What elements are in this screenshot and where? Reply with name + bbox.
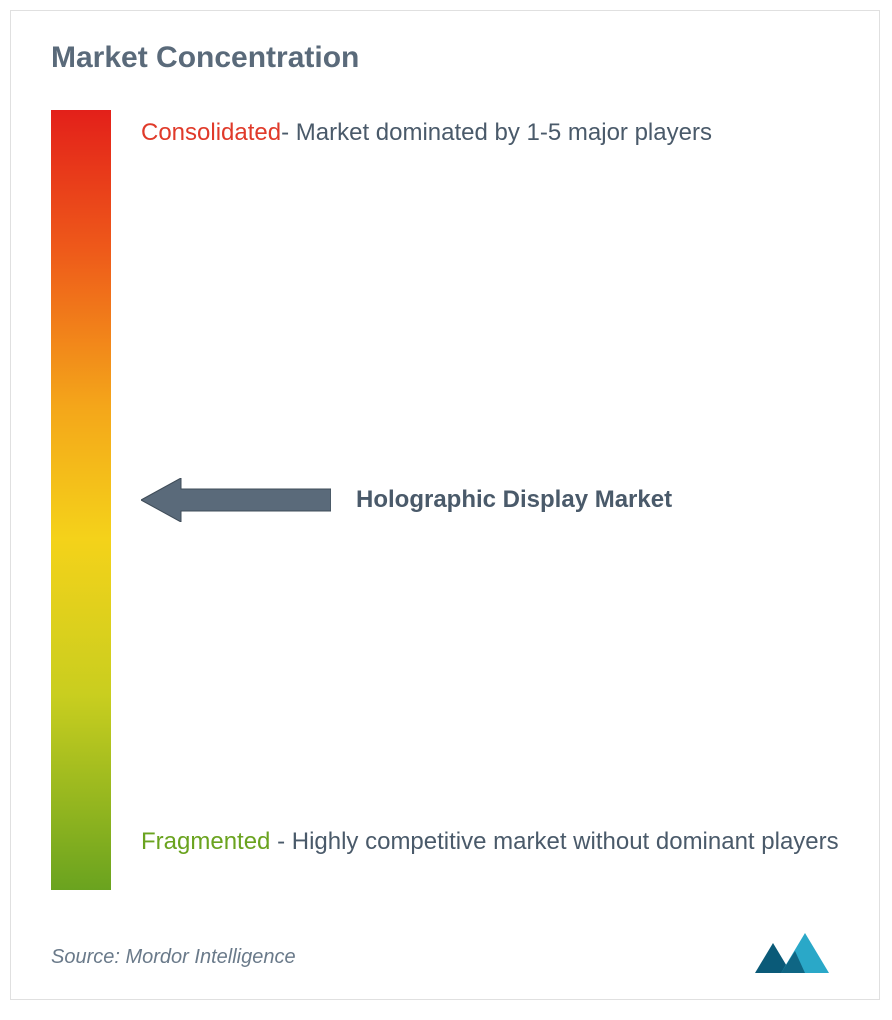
fragmented-description: Fragmented - Highly competitive market w…: [141, 819, 839, 865]
consolidated-text: - Market dominated by 1-5 major players: [281, 119, 712, 146]
market-indicator: Holographic Display Market: [141, 478, 839, 522]
arrow-left-icon: [141, 478, 331, 522]
consolidated-label: Consolidated: [141, 119, 281, 146]
fragmented-text: - Highly competitive market without domi…: [270, 828, 838, 855]
market-name: Holographic Display Market: [356, 481, 672, 519]
chart-title: Market Concentration: [51, 41, 839, 75]
concentration-gradient-bar: [51, 110, 111, 890]
mordor-logo-icon: [751, 929, 839, 977]
source-attribution: Source: Mordor Intelligence: [51, 946, 296, 969]
content-row: Consolidated- Market dominated by 1-5 ma…: [51, 110, 839, 890]
consolidated-description: Consolidated- Market dominated by 1-5 ma…: [141, 110, 839, 156]
text-column: Consolidated- Market dominated by 1-5 ma…: [111, 110, 839, 890]
chart-card: Market Concentration Consolidated- Marke…: [10, 10, 880, 1000]
fragmented-label: Fragmented: [141, 828, 270, 855]
